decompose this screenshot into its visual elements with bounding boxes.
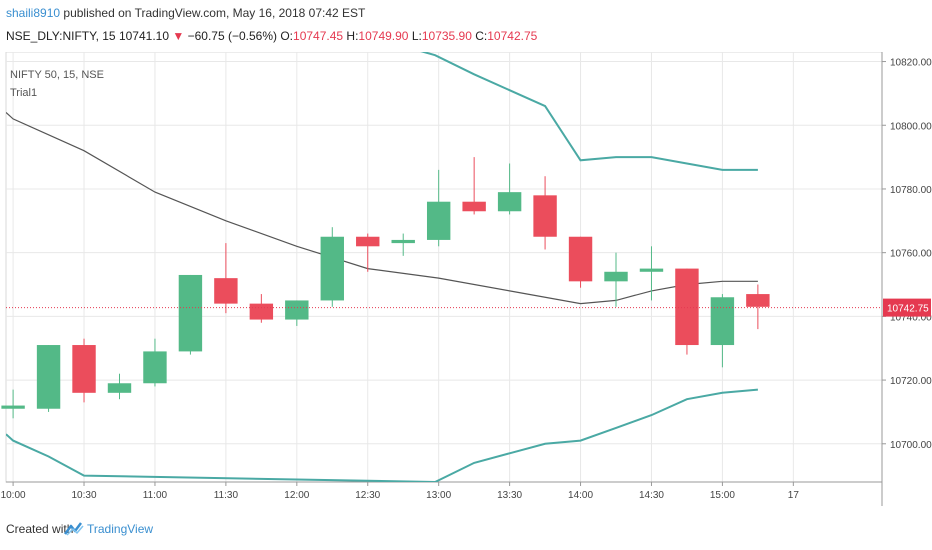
created-with-label: Created with bbox=[6, 522, 74, 536]
x-tick-label: 14:00 bbox=[568, 490, 593, 501]
middle-band-line bbox=[6, 112, 758, 305]
candle-body bbox=[320, 236, 344, 301]
footer: Created with TradingView bbox=[0, 510, 932, 550]
ohlc-header: NSE_DLY:NIFTY, 15 10741.10 ▼ −60.75 (−0.… bbox=[6, 29, 537, 43]
upper-band-line bbox=[420, 52, 758, 171]
candle-body bbox=[36, 345, 61, 409]
legend-indicator: Trial1 bbox=[10, 87, 38, 99]
open-value: 10747.45 bbox=[293, 29, 344, 43]
candle-body bbox=[107, 383, 132, 393]
candle-body bbox=[285, 300, 309, 320]
tradingview-logo-icon[interactable] bbox=[64, 521, 84, 542]
current-price-badge bbox=[883, 298, 931, 317]
x-tick-label: 11:30 bbox=[214, 490, 239, 501]
candle-body bbox=[249, 303, 274, 320]
low-label: L: bbox=[411, 29, 422, 43]
low-value: 10735.90 bbox=[421, 29, 472, 43]
x-tick-label: 13:30 bbox=[497, 490, 522, 501]
candle-body bbox=[72, 345, 96, 393]
y-tick-label: 10700.00 bbox=[890, 440, 932, 451]
candle-body bbox=[143, 351, 167, 384]
publish-info: shaili8910 published on TradingView.com,… bbox=[6, 6, 365, 20]
y-tick-label: 10780.00 bbox=[890, 185, 932, 196]
y-tick-label: 10720.00 bbox=[890, 376, 932, 387]
plot-frame bbox=[5, 52, 883, 483]
candle-body bbox=[568, 236, 593, 282]
author-link[interactable]: shaili8910 bbox=[6, 6, 61, 20]
candle-body bbox=[639, 268, 664, 272]
x-tick-label: 10:30 bbox=[72, 490, 97, 501]
y-tick-label: 10760.00 bbox=[890, 249, 932, 260]
candlestick-chart[interactable]: 10700.00 10720.00 10740.00 10760.00 10780.00… bbox=[0, 52, 932, 510]
candle-body bbox=[426, 201, 451, 240]
candle-body bbox=[604, 271, 628, 282]
x-tick-label: 11:00 bbox=[143, 490, 168, 501]
candle-body bbox=[746, 294, 770, 307]
close-label: C: bbox=[475, 29, 488, 43]
x-tick-label: 15:00 bbox=[710, 490, 735, 501]
open-label: O: bbox=[280, 29, 294, 43]
x-tick-label: 12:30 bbox=[355, 490, 380, 501]
last-price: 10741.10 bbox=[118, 29, 170, 43]
candle-body bbox=[533, 195, 557, 237]
candle-body bbox=[178, 274, 203, 352]
tradingview-brand-link[interactable]: TradingView bbox=[87, 522, 154, 536]
candle-body bbox=[391, 239, 415, 244]
candle-body bbox=[710, 297, 735, 346]
high-label: H: bbox=[346, 29, 359, 43]
x-tick-label: 10:00 bbox=[1, 490, 26, 501]
x-tick-label: 13:00 bbox=[426, 490, 451, 501]
candle-body bbox=[1, 405, 25, 409]
y-tick-label: 10800.00 bbox=[890, 121, 932, 132]
legend-symbol: NIFTY 50, 15, NSE bbox=[10, 69, 104, 81]
down-arrow-icon: ▼ bbox=[172, 29, 185, 43]
high-value: 10749.90 bbox=[358, 29, 409, 43]
y-tick-label: 10820.00 bbox=[890, 58, 932, 69]
chart-area[interactable]: 10700.00 10720.00 10740.00 10760.00 10780.00… bbox=[0, 52, 932, 510]
change-value: −60.75 (−0.56%) bbox=[187, 29, 277, 43]
lower-band-line bbox=[6, 388, 758, 482]
published-text: published on TradingView.com, May 16, 20… bbox=[63, 6, 366, 20]
x-tick-label: 17 bbox=[788, 490, 800, 501]
y-tick-label: 10740.00 bbox=[890, 312, 932, 323]
x-tick-label: 14:30 bbox=[639, 490, 664, 501]
current-price-label: 10742.75 bbox=[887, 304, 929, 315]
candle-body bbox=[214, 278, 238, 304]
candle-body bbox=[675, 268, 699, 346]
candle-body bbox=[462, 201, 486, 212]
candle-body bbox=[497, 192, 522, 212]
x-tick-label: 12:00 bbox=[284, 490, 309, 501]
close-value: 10742.75 bbox=[487, 29, 538, 43]
candle-body bbox=[356, 236, 380, 247]
indicator-lines bbox=[6, 52, 758, 482]
symbol-label: NSE_DLY:NIFTY, 15 bbox=[6, 29, 116, 43]
